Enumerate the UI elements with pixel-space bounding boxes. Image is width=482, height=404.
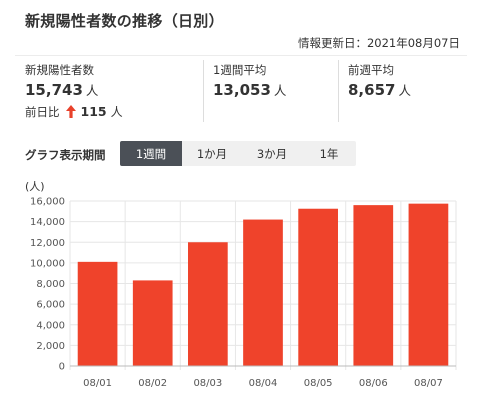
new-cases-number: 15,743	[25, 81, 83, 99]
y-tick-label: 0	[59, 362, 65, 373]
period-option-1-month[interactable]: 1か月	[196, 146, 228, 161]
bar	[298, 208, 338, 366]
x-tick-label: 08/01	[83, 378, 112, 389]
new-cases-unit: 人	[85, 83, 99, 98]
x-tick-label: 08/07	[414, 378, 443, 389]
previous-week-average-number: 8,657	[348, 81, 396, 99]
weekly-average-unit: 人	[273, 83, 287, 98]
header-divider	[15, 55, 467, 56]
x-tick-label: 08/05	[304, 378, 333, 389]
daily-cases-chart: (人) 0 2,000 4,000 6,000 8,000 10,000 12,000 14,0…	[25, 180, 457, 389]
delta-value: 115	[80, 104, 107, 119]
up-arrow-icon	[65, 105, 76, 118]
stat-divider	[203, 60, 204, 122]
previous-week-average-stat: 前週平均 8,657 人	[348, 62, 411, 99]
page-title: 新規陽性者数の推移（日別）	[25, 12, 224, 30]
day-over-day: 前日比 115 人	[25, 103, 123, 120]
y-axis-label: (人)	[25, 180, 45, 193]
new-cases-stat: 新規陽性者数 15,743 人 前日比 115 人	[25, 62, 123, 120]
period-option-1-year[interactable]: 1年	[319, 146, 339, 161]
previous-week-average-value: 8,657 人	[348, 80, 411, 99]
period-label: グラフ表示期間	[25, 148, 106, 162]
x-tick-label: 08/06	[359, 378, 388, 389]
new-cases-value: 15,743 人	[25, 80, 123, 99]
previous-week-average-label: 前週平均	[348, 63, 394, 77]
bar	[243, 219, 283, 366]
previous-week-average-unit: 人	[398, 83, 411, 98]
period-option-1-week[interactable]: 1週間	[120, 141, 182, 166]
delta-unit: 人	[110, 105, 123, 119]
weekly-average-number: 13,053	[213, 81, 271, 99]
period-option-3-months[interactable]: 3か月	[256, 146, 288, 161]
period-selector: 1週間 1か月 3か月 1年	[120, 141, 356, 166]
delta-label: 前日比	[25, 104, 60, 119]
y-tick-label: 14,000	[30, 217, 65, 228]
bar	[408, 203, 449, 366]
y-tick-label: 12,000	[30, 238, 65, 249]
stat-divider	[338, 60, 339, 122]
bar	[188, 242, 228, 366]
weekly-average-label: 1週間平均	[213, 63, 267, 77]
x-tick-label: 08/03	[193, 378, 222, 389]
y-tick-label: 2,000	[36, 341, 65, 352]
bar	[77, 261, 118, 366]
weekly-average-value: 13,053 人	[213, 80, 286, 99]
x-tick-label: 08/04	[249, 378, 278, 389]
bar	[353, 205, 394, 366]
y-tick-label: 6,000	[36, 300, 65, 311]
y-tick-label: 10,000	[30, 258, 65, 269]
weekly-average-stat: 1週間平均 13,053 人	[213, 62, 286, 99]
new-cases-label: 新規陽性者数	[25, 63, 94, 77]
bar	[132, 280, 173, 366]
y-tick-label: 8,000	[36, 279, 65, 290]
updated-date: 情報更新日：2021年08月07日	[297, 36, 460, 50]
y-tick-label: 4,000	[36, 320, 65, 331]
y-tick-label: 16,000	[30, 197, 65, 208]
x-tick-label: 08/02	[138, 378, 167, 389]
